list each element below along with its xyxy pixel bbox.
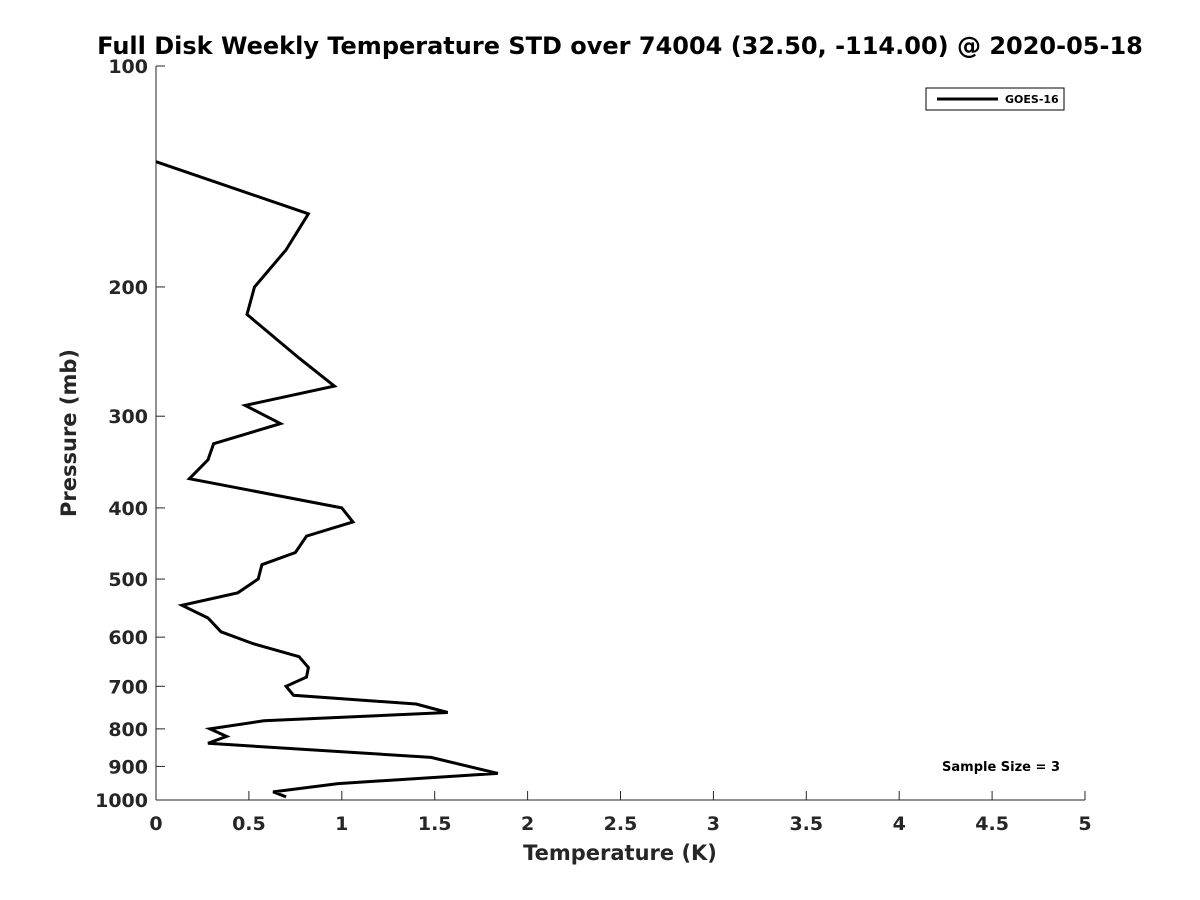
sample-size-annotation: Sample Size = 3 bbox=[942, 760, 1060, 775]
y-tick-label: 100 bbox=[108, 56, 148, 78]
y-tick-label: 800 bbox=[108, 719, 148, 741]
y-tick-label: 700 bbox=[108, 676, 148, 698]
chart-title: Full Disk Weekly Temperature STD over 74… bbox=[97, 32, 1143, 60]
y-tick-label: 400 bbox=[108, 498, 148, 520]
y-tick-label: 1000 bbox=[95, 790, 148, 812]
x-axis-label: Temperature (K) bbox=[523, 841, 717, 865]
x-tick-label: 2 bbox=[521, 813, 534, 835]
y-axis-label: Pressure (mb) bbox=[57, 349, 81, 517]
x-tick-label: 4.5 bbox=[975, 813, 1009, 835]
x-tick-label: 1 bbox=[335, 813, 348, 835]
y-tick-label: 200 bbox=[108, 277, 148, 299]
x-tick-label: 0.5 bbox=[232, 813, 266, 835]
x-tick-label: 2.5 bbox=[604, 813, 638, 835]
legend: GOES-16 bbox=[925, 87, 1065, 111]
y-tick-label: 500 bbox=[108, 569, 148, 591]
y-tick-label: 900 bbox=[108, 756, 148, 778]
axes-frame bbox=[155, 66, 1085, 801]
y-axis-ticks: 100 200 300 400 500 600 700 800 900 1000 bbox=[95, 56, 165, 812]
x-tick-label: 0 bbox=[149, 813, 162, 835]
x-axis-ticks: 0 0.5 1 1.5 2 2.5 3 3.5 4 4.5 5 bbox=[149, 791, 1092, 835]
legend-label: GOES-16 bbox=[1005, 93, 1059, 106]
series-layer bbox=[155, 160, 499, 799]
x-tick-label: 3 bbox=[707, 813, 720, 835]
y-tick-label: 600 bbox=[108, 627, 148, 649]
y-tick-label: 300 bbox=[108, 406, 148, 428]
series-line-goes-16 bbox=[155, 160, 499, 799]
x-tick-label: 5 bbox=[1078, 813, 1091, 835]
x-tick-label: 3.5 bbox=[789, 813, 823, 835]
x-tick-label: 4 bbox=[893, 813, 906, 835]
x-tick-label: 1.5 bbox=[418, 813, 452, 835]
